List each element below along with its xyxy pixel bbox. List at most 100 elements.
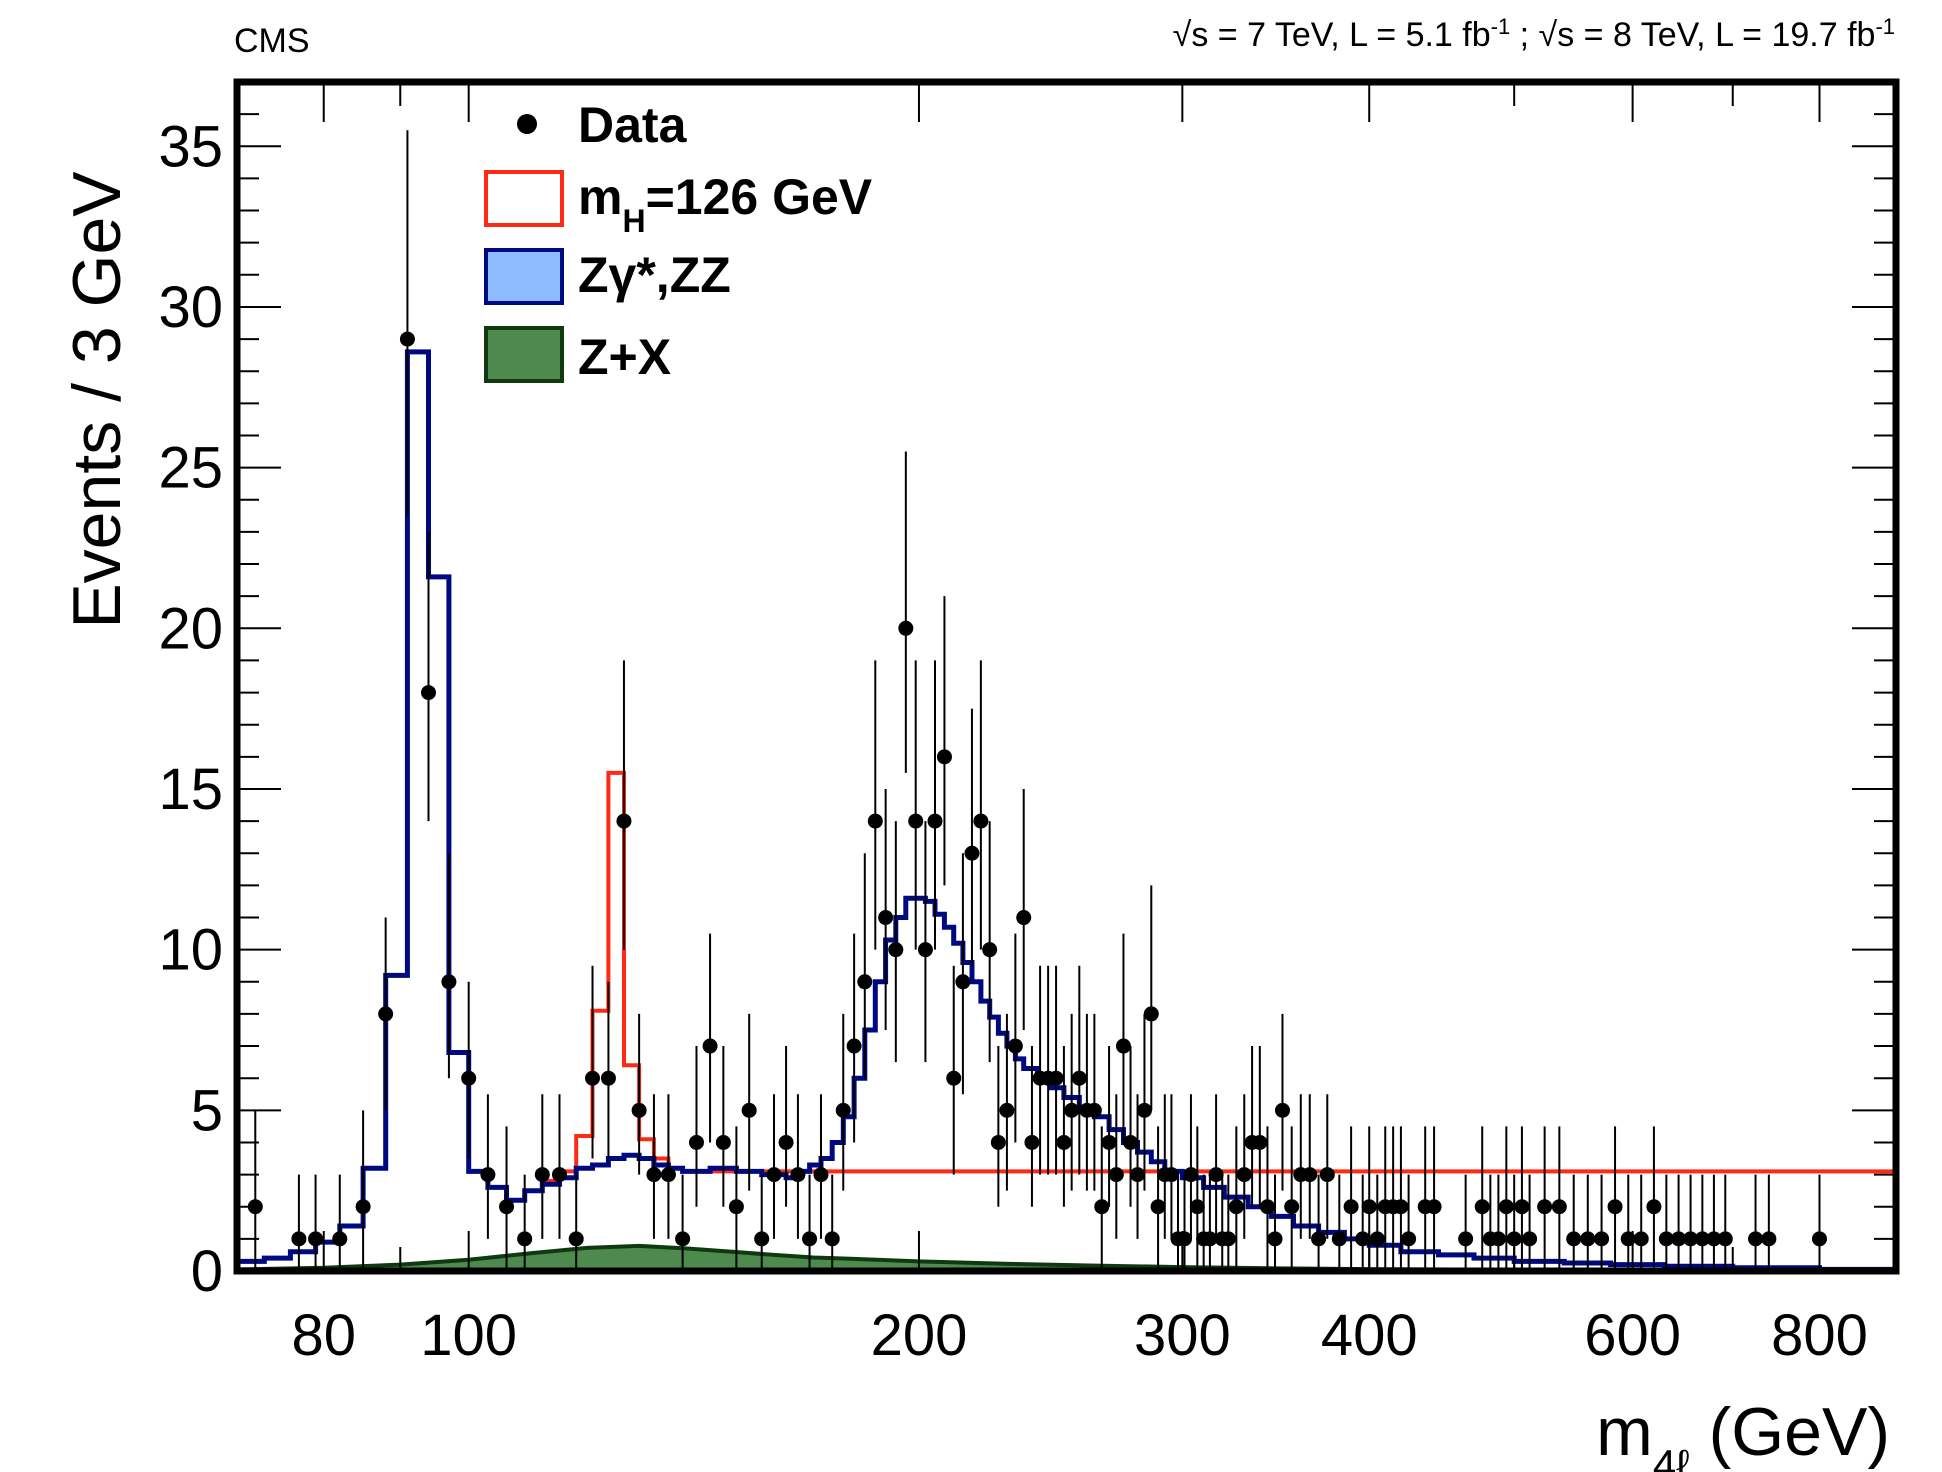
data-point — [813, 1094, 829, 1239]
data-marker — [534, 1167, 550, 1183]
data-marker — [990, 1134, 1006, 1150]
data-marker — [878, 910, 894, 926]
data-marker — [1658, 1231, 1674, 1247]
data-marker — [955, 974, 971, 990]
lumi-sep: ; — [1510, 16, 1538, 54]
data-marker — [480, 1167, 496, 1183]
data-point — [1311, 1174, 1327, 1271]
data-marker — [1426, 1199, 1442, 1215]
data-marker — [499, 1199, 515, 1215]
data-marker — [973, 813, 989, 829]
data-point — [1108, 1094, 1124, 1239]
data-point — [461, 981, 477, 1159]
data-marker — [999, 1102, 1015, 1118]
data-point — [846, 933, 862, 1143]
y-tick-label: 25 — [158, 436, 223, 501]
data-marker — [1514, 1199, 1530, 1215]
data-point — [421, 531, 437, 822]
data-point — [1319, 1094, 1335, 1239]
data-marker — [1607, 1199, 1623, 1215]
data-marker — [1094, 1199, 1110, 1215]
data-point — [1537, 1126, 1553, 1271]
data-marker — [1748, 1231, 1764, 1247]
data-point — [1236, 1094, 1252, 1239]
data-point — [1620, 1174, 1636, 1271]
data-marker — [1671, 1231, 1687, 1247]
data-marker — [1646, 1199, 1662, 1215]
data-point — [936, 596, 952, 886]
data-points — [247, 130, 1827, 1271]
data-point — [616, 660, 632, 950]
data-point — [1267, 1174, 1283, 1271]
data-marker — [441, 974, 457, 990]
data-point — [1426, 1126, 1442, 1271]
data-marker — [1183, 1167, 1199, 1183]
data-marker — [1123, 1134, 1139, 1150]
data-marker — [1108, 1167, 1124, 1183]
data-point — [688, 1046, 704, 1207]
data-marker — [517, 1231, 533, 1247]
data-marker — [1522, 1231, 1538, 1247]
x-axis-title: m4ℓ (GeV) — [1596, 1394, 1890, 1472]
data-point — [1252, 1046, 1268, 1207]
data-marker — [1259, 1199, 1275, 1215]
data-marker — [631, 1102, 647, 1118]
data-point — [1157, 1094, 1173, 1239]
data-marker — [917, 942, 933, 958]
legend-zx-swatch — [484, 326, 564, 383]
data-marker — [1274, 1102, 1290, 1118]
legend-higgs-swatch — [484, 170, 564, 227]
data-point — [1393, 1126, 1409, 1271]
x-axis-title-unit: (GeV) — [1690, 1394, 1890, 1470]
data-marker — [1163, 1167, 1179, 1183]
data-marker — [715, 1134, 731, 1150]
data-point — [1694, 1174, 1710, 1271]
y-tick-label: 10 — [158, 918, 223, 983]
data-point — [378, 917, 394, 1111]
data-point — [888, 821, 904, 1063]
data-point — [1658, 1174, 1674, 1271]
data-point — [308, 1174, 324, 1271]
data-point — [1646, 1126, 1662, 1271]
data-marker — [1177, 1231, 1193, 1247]
x-tick-label: 200 — [871, 1303, 968, 1368]
data-point — [1594, 1174, 1610, 1271]
data-point — [857, 853, 873, 1079]
data-point — [982, 821, 998, 1063]
data-marker — [1551, 1199, 1567, 1215]
data-point — [1474, 1126, 1490, 1271]
data-marker — [616, 813, 632, 829]
data-point — [973, 660, 989, 950]
data-point — [1331, 1174, 1347, 1271]
lumi-root-1: √s — [1173, 16, 1209, 54]
data-marker — [355, 1199, 371, 1215]
data-point — [790, 1094, 806, 1239]
data-marker — [1228, 1199, 1244, 1215]
data-marker — [1566, 1231, 1582, 1247]
data-point — [1056, 1046, 1072, 1207]
data-point — [1143, 885, 1159, 1111]
data-point — [1130, 1094, 1146, 1239]
higgs-signal-outline — [524, 770, 1896, 1193]
data-marker — [1319, 1167, 1335, 1183]
data-point — [1071, 965, 1087, 1175]
data-marker — [813, 1167, 829, 1183]
data-point — [1007, 933, 1023, 1143]
x-tick-label: 800 — [1771, 1303, 1868, 1368]
data-marker — [1474, 1199, 1490, 1215]
data-marker — [1143, 1006, 1159, 1022]
data-marker — [888, 942, 904, 958]
data-point — [1671, 1174, 1687, 1271]
data-point — [1202, 1174, 1218, 1271]
data-marker — [846, 1038, 862, 1054]
background-lines — [237, 349, 1896, 1272]
data-point — [480, 1094, 496, 1239]
data-marker — [600, 1070, 616, 1086]
data-point — [1228, 1126, 1244, 1271]
legend-data-label: Data — [578, 97, 688, 153]
data-point — [1123, 1046, 1139, 1207]
y-tick-label: 15 — [158, 757, 223, 822]
data-point — [990, 1046, 1006, 1207]
data-point — [946, 965, 962, 1175]
